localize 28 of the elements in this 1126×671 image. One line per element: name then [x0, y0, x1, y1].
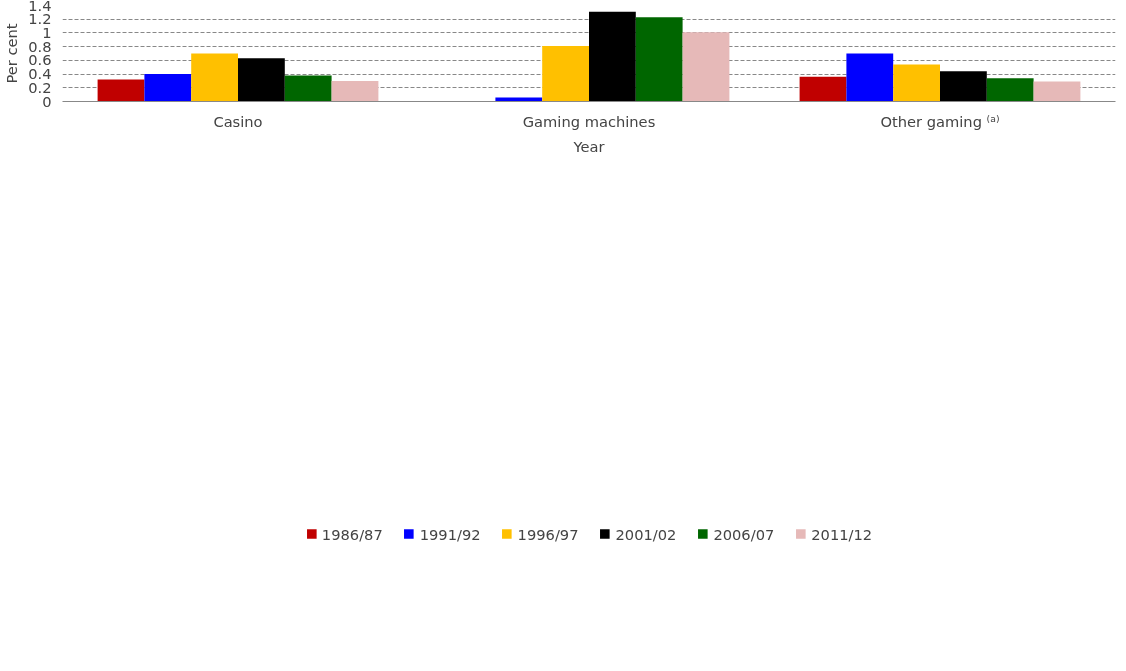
bar	[542, 45, 589, 102]
bar	[495, 97, 543, 102]
legend-label: 1996/97	[517, 525, 579, 543]
legend-label: 2001/02	[615, 525, 677, 543]
bar	[799, 76, 847, 102]
y-axis-title: Per cent	[3, 23, 21, 84]
x-tick-label: Casino	[213, 112, 263, 130]
legend-label: 1986/87	[321, 525, 383, 543]
bar	[589, 11, 636, 102]
bar	[284, 75, 332, 102]
bar	[986, 78, 1034, 102]
bar	[940, 71, 987, 102]
bar	[1033, 81, 1081, 102]
legend-label: 2006/07	[713, 525, 775, 543]
bar	[97, 79, 145, 102]
bar	[331, 80, 379, 102]
bar	[682, 32, 730, 102]
bar	[191, 53, 238, 102]
bar	[893, 64, 940, 102]
x-axis-title: Year	[572, 137, 606, 155]
bar	[238, 58, 285, 102]
legend-label: 1991/92	[419, 525, 481, 543]
x-tick-label: Gaming machines	[522, 112, 656, 130]
bar	[144, 74, 192, 102]
bar	[846, 53, 894, 102]
x-tick-label: Other gaming ⁽ᵃ⁾	[880, 112, 1000, 130]
legend-label: 2011/12	[811, 525, 873, 543]
bar	[635, 17, 683, 102]
